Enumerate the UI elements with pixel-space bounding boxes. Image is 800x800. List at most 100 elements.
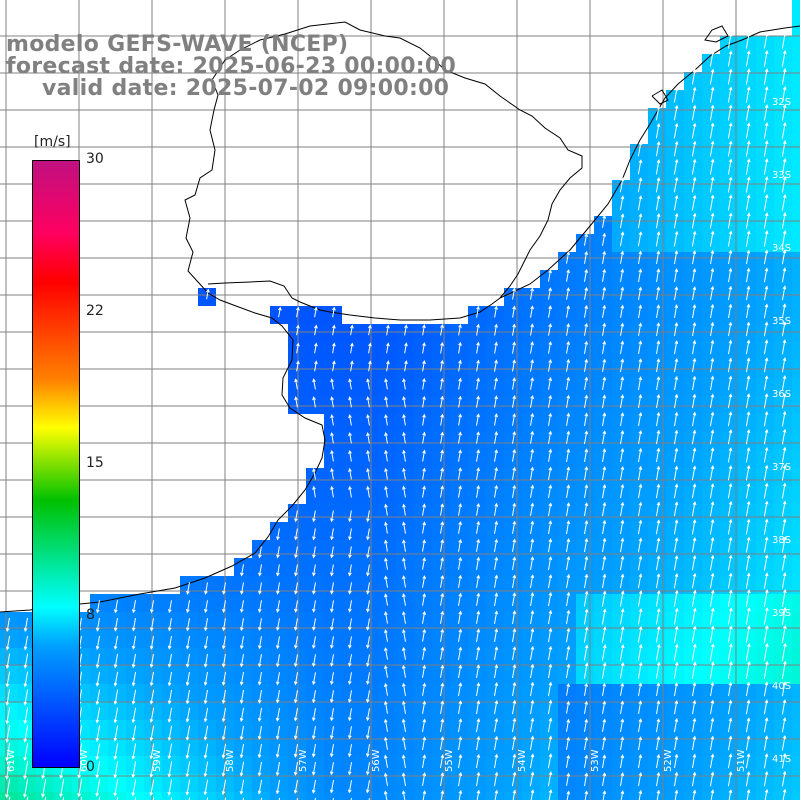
wind-arrow <box>458 413 462 426</box>
colorbar <box>32 160 80 768</box>
wind-arrow <box>746 788 751 800</box>
colorbar-label: 22 <box>86 303 104 319</box>
wind-arrow <box>440 413 444 426</box>
wind-arrow <box>203 654 208 668</box>
wind-arrow <box>131 689 137 705</box>
wind-arrow <box>95 761 101 779</box>
wind-arrow <box>656 789 661 800</box>
wind-arrow <box>440 664 445 678</box>
wind-cell <box>522 792 540 800</box>
wind-arrow <box>655 158 661 175</box>
wind-arrow <box>566 736 571 750</box>
wind-arrow <box>422 718 427 732</box>
wind-arrow <box>77 779 83 798</box>
wind-arrow <box>565 663 571 679</box>
wind-arrow <box>709 194 715 211</box>
wind-arrow <box>584 394 589 408</box>
wind-arrow <box>440 789 445 800</box>
wind-cell <box>468 792 486 800</box>
wind-arrow <box>330 600 334 613</box>
wind-arrow <box>763 681 769 697</box>
wind-arrow <box>691 537 697 553</box>
wind-arrow <box>674 771 679 787</box>
wind-arrow <box>258 564 262 577</box>
wind-arrow <box>512 395 516 408</box>
wind-arrow <box>293 761 298 776</box>
wind-arrow <box>440 772 445 787</box>
wind-arrow <box>476 305 480 318</box>
wind-arrow <box>458 341 462 354</box>
wind-arrow <box>23 743 29 762</box>
wind-arrow <box>692 789 697 800</box>
wind-arrow <box>548 789 553 800</box>
wind-arrow <box>763 393 769 409</box>
wind-arrow <box>458 556 463 570</box>
wind-arrow <box>710 267 715 283</box>
latitude-label: 41S <box>772 754 791 765</box>
wind-arrow <box>745 68 751 85</box>
wind-arrow <box>366 654 370 667</box>
wind-arrow <box>422 610 427 624</box>
wind-arrow <box>655 212 661 229</box>
wind-arrow <box>368 360 372 372</box>
wind-arrow <box>781 572 787 589</box>
wind-arrow <box>763 122 769 139</box>
wind-arrow <box>692 735 697 751</box>
wind-arrow <box>763 230 769 247</box>
wind-arrow <box>350 324 354 336</box>
wind-arrow <box>566 394 571 408</box>
wind-arrow <box>330 414 334 426</box>
wind-arrow <box>727 122 733 139</box>
wind-arrow <box>709 176 715 193</box>
wind-arrow <box>655 555 661 571</box>
wind-arrow <box>691 572 697 589</box>
wind-arrow <box>422 449 426 462</box>
wind-arrow <box>512 430 516 444</box>
wind-arrow <box>494 466 498 480</box>
wind-arrow <box>547 717 553 733</box>
wind-arrow <box>167 779 173 796</box>
wind-arrow <box>239 689 244 704</box>
wind-arrow <box>440 754 445 768</box>
wind-arrow <box>384 414 388 426</box>
wind-arrow <box>402 449 406 462</box>
wind-arrow <box>548 287 552 300</box>
wind-arrow <box>619 644 625 661</box>
wind-arrow <box>656 322 661 336</box>
wind-arrow <box>566 466 571 480</box>
wind-cell <box>792 288 800 306</box>
wind-arrow <box>458 664 463 678</box>
wind-arrow <box>512 789 517 800</box>
wind-arrow <box>584 412 589 426</box>
wind-cell <box>108 792 126 800</box>
wind-arrow <box>584 736 589 750</box>
wind-arrow <box>5 653 11 670</box>
wind-arrow <box>440 610 445 624</box>
wind-arrow <box>781 85 787 103</box>
wind-arrow <box>221 689 226 705</box>
wind-arrow <box>365 780 370 794</box>
wind-arrow <box>763 428 769 445</box>
wind-cell <box>540 792 558 800</box>
wind-arrow <box>583 608 589 625</box>
wind-arrow <box>239 725 244 741</box>
wind-arrow <box>440 700 445 714</box>
wind-arrow <box>494 323 498 336</box>
wind-arrow <box>745 625 751 643</box>
wind-arrow <box>401 790 406 800</box>
wind-arrow <box>384 503 388 516</box>
wind-arrow <box>402 575 406 588</box>
wind-cell <box>594 792 612 800</box>
wind-arrow <box>278 306 282 318</box>
wind-arrow <box>727 429 733 445</box>
wind-arrow <box>673 447 679 463</box>
wind-arrow <box>530 359 534 372</box>
wind-arrow <box>566 340 571 354</box>
wind-arrow <box>727 68 733 85</box>
wind-arrow <box>239 636 244 650</box>
wind-cell <box>792 720 800 738</box>
wind-arrow <box>745 446 751 463</box>
wind-arrow <box>584 340 589 354</box>
wind-arrow <box>584 286 589 300</box>
wind-arrow <box>458 753 463 769</box>
